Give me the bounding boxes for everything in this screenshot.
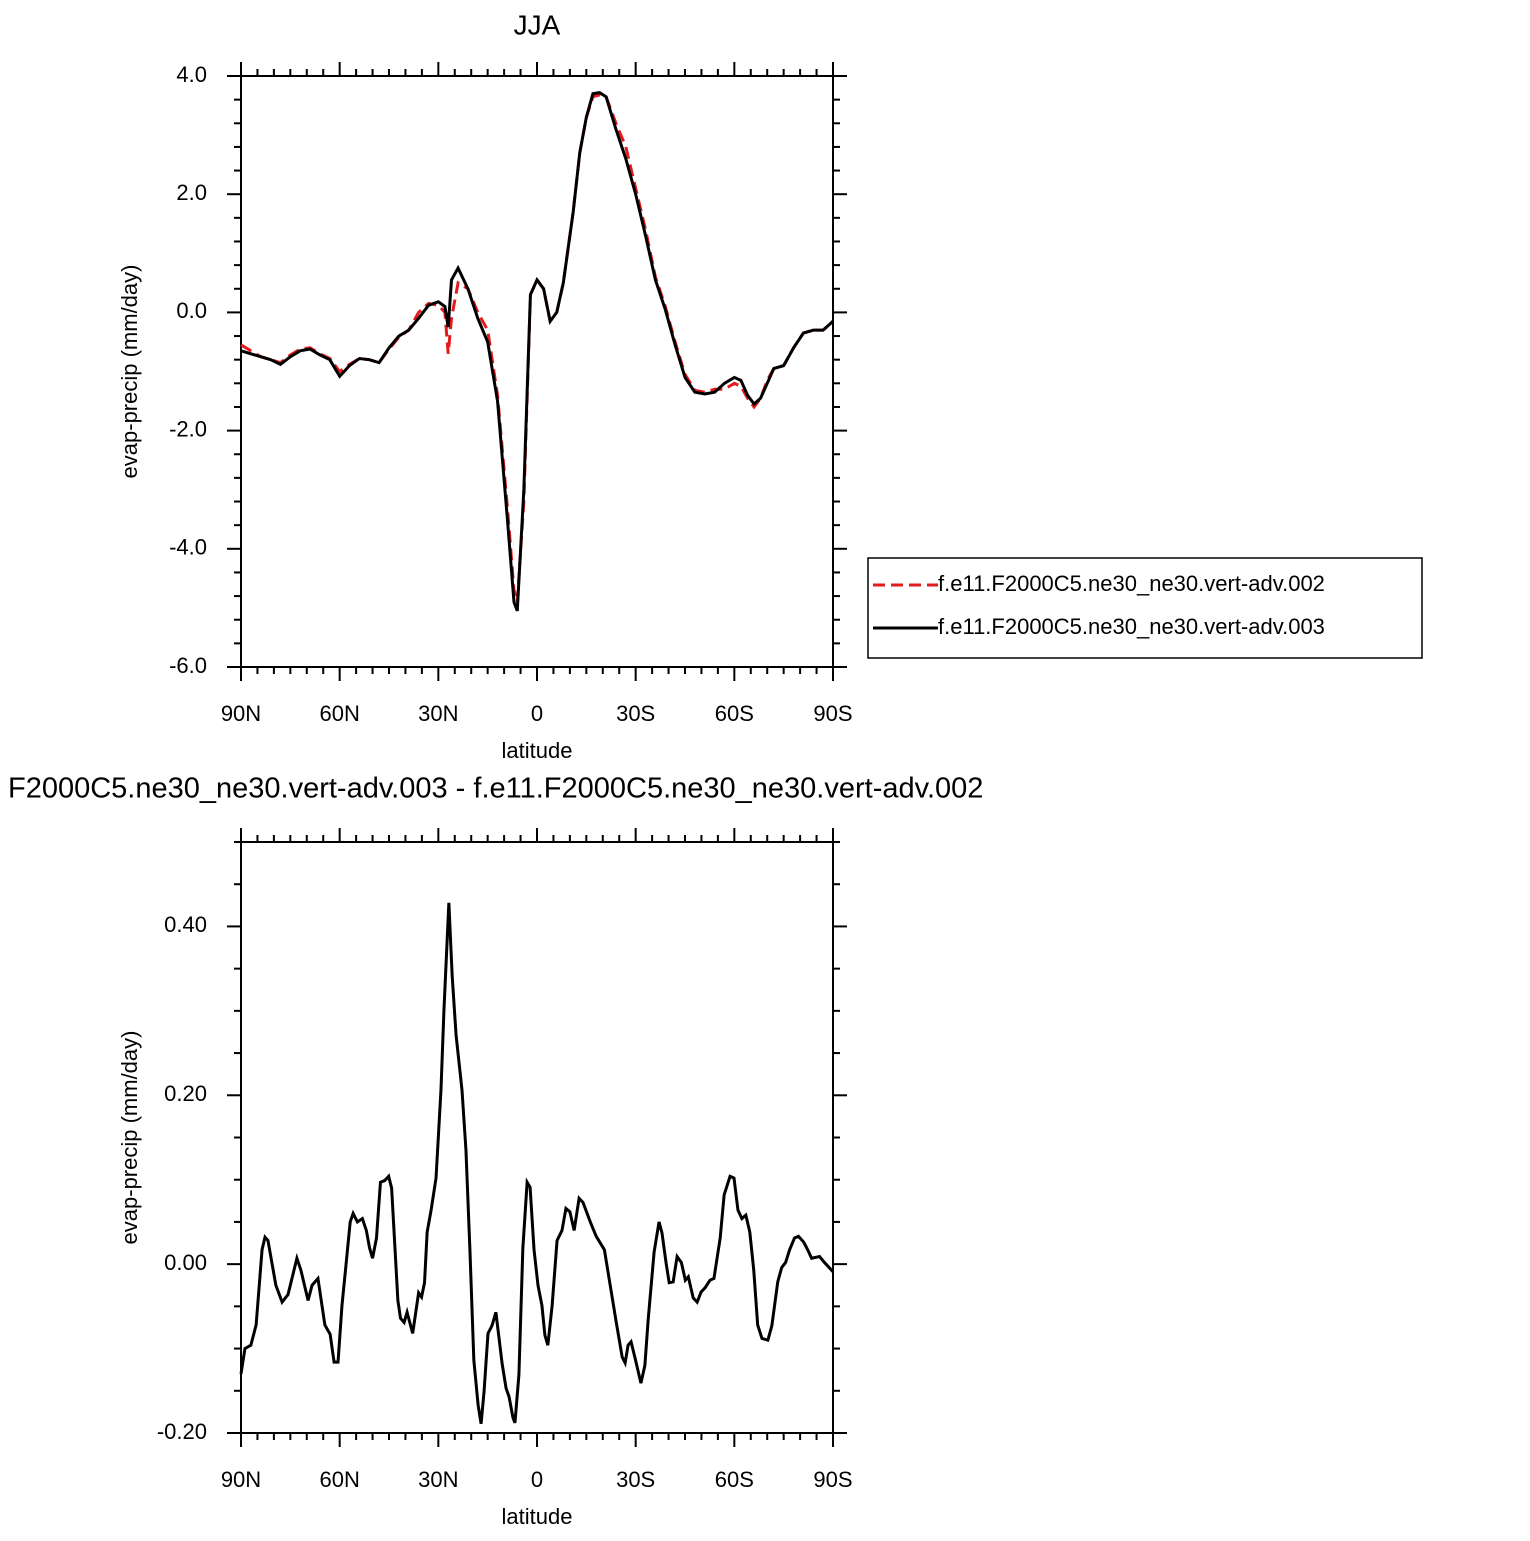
x-tick-label: 90N [221, 701, 261, 726]
data-line [239, 902, 835, 1424]
x-tick-label: 0 [531, 1467, 543, 1492]
x-axis-label: latitude [502, 738, 573, 763]
x-tick-label: 0 [531, 701, 543, 726]
x-tick-label: 90S [813, 1467, 852, 1492]
x-tick-label: 30S [616, 1467, 655, 1492]
y-tick-label: -6.0 [169, 653, 207, 678]
y-tick-label: 0.20 [164, 1081, 207, 1106]
y-tick-label: -0.20 [157, 1419, 207, 1444]
data-line [240, 90, 835, 612]
plot-frame [240, 75, 834, 668]
chart-title: F2000C5.ne30_ne30.vert-adv.003 - f.e11.F… [8, 773, 983, 805]
y-axis-label: evap-precip (mm/day) [117, 1031, 142, 1245]
y-tick-label: 0.40 [164, 912, 207, 937]
y-axis-label: evap-precip (mm/day) [117, 265, 142, 479]
y-tick-label: 2.0 [176, 180, 207, 205]
legend: f.e11.F2000C5.ne30_ne30.vert-adv.002 f.e1… [867, 557, 1423, 659]
x-tick-label: 60S [715, 1467, 754, 1492]
data-line [240, 93, 835, 603]
y-tick-label: 4.0 [176, 62, 207, 87]
y-tick-label: 0.00 [164, 1250, 207, 1275]
legend-label: f.e11.F2000C5.ne30_ne30.vert-adv.002 [938, 571, 1325, 596]
plot-frame [240, 841, 834, 1434]
y-tick-label: -4.0 [169, 535, 207, 560]
x-tick-label: 30S [616, 701, 655, 726]
legend-box [867, 557, 1423, 659]
y-tick-label: -2.0 [169, 416, 207, 441]
x-tick-label: 90N [221, 1467, 261, 1492]
legend-label: f.e11.F2000C5.ne30_ne30.vert-adv.003 [938, 614, 1325, 639]
x-tick-label: 60S [715, 701, 754, 726]
x-tick-label: 60N [319, 1467, 359, 1492]
x-tick-label: 60N [319, 701, 359, 726]
x-tick-label: 90S [813, 701, 852, 726]
x-tick-label: 30N [418, 701, 458, 726]
x-tick-label: 30N [418, 1467, 458, 1492]
chart-title: JJA [514, 9, 561, 40]
x-axis-label: latitude [502, 1504, 573, 1529]
y-tick-label: 0.0 [176, 298, 207, 323]
